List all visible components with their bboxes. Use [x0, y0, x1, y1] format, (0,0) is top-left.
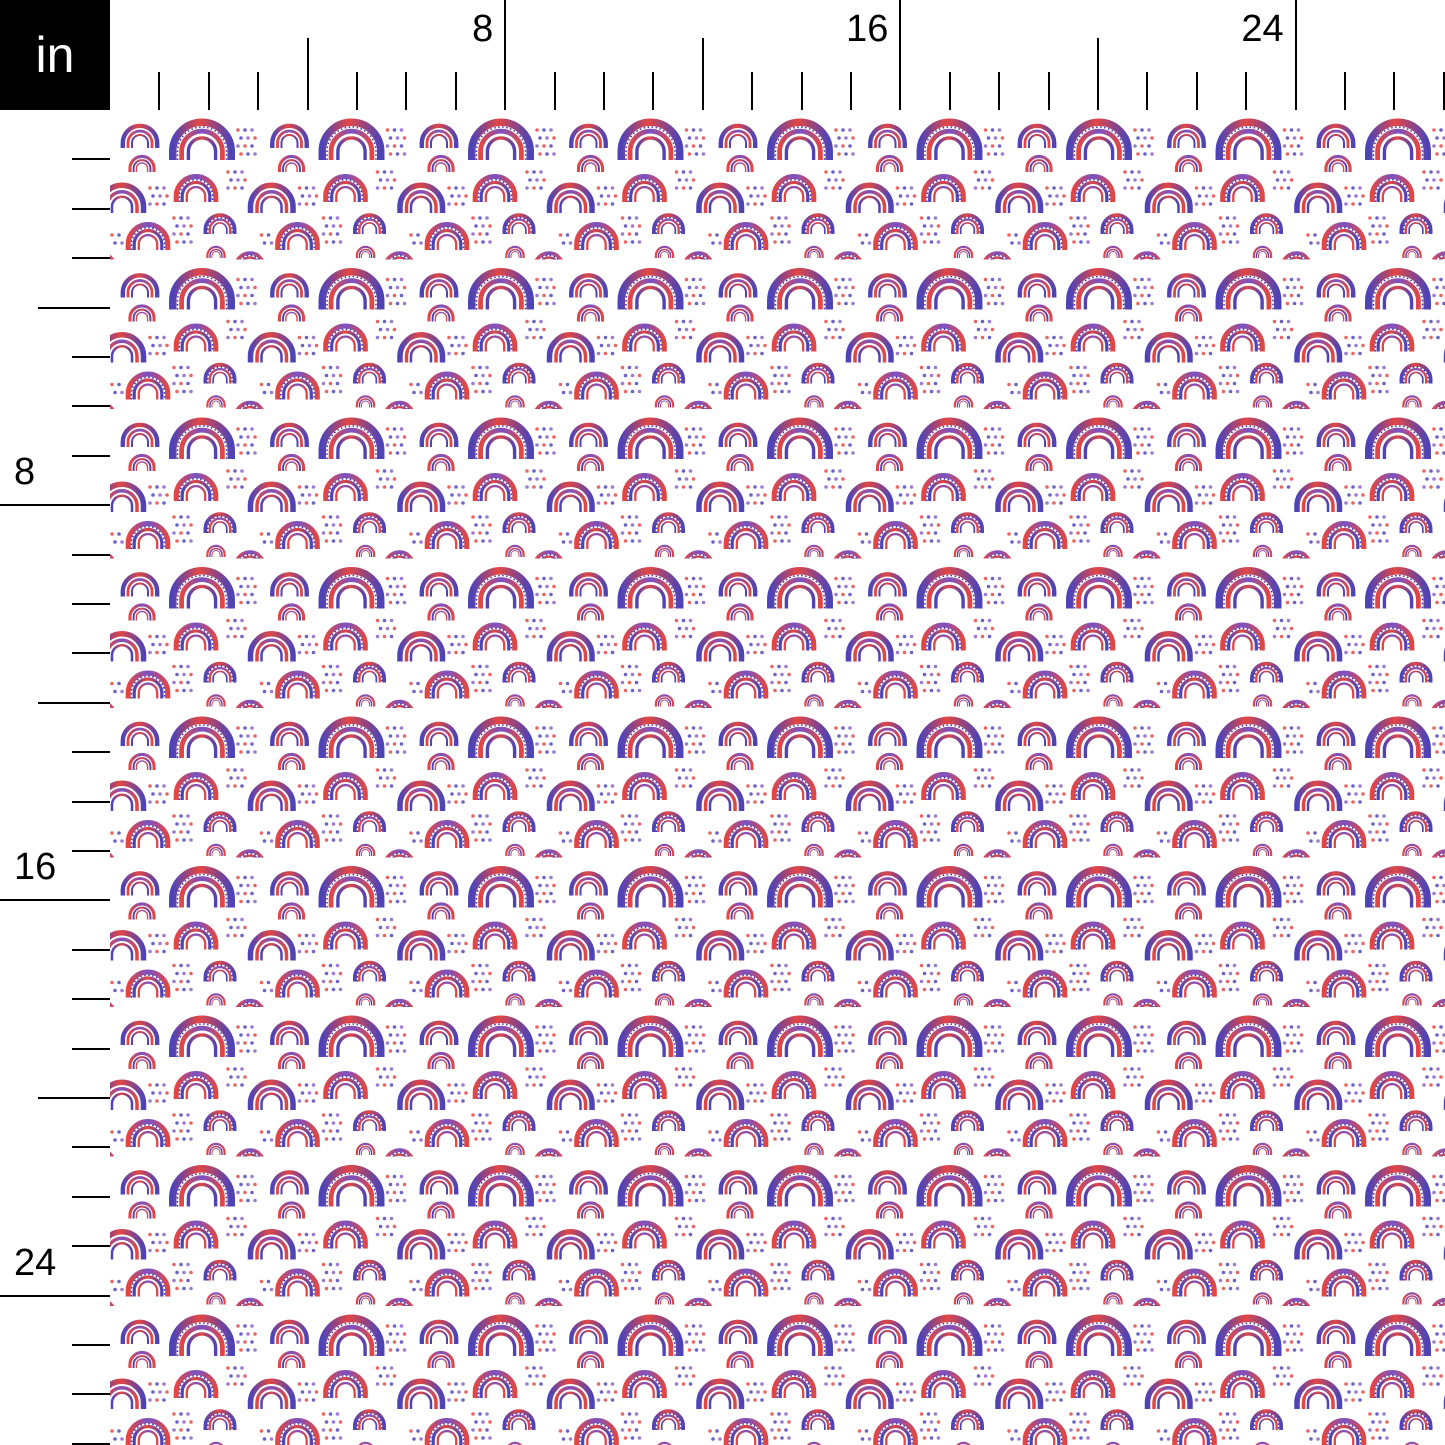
ruler-tick — [948, 72, 951, 110]
ruler-tick — [800, 72, 803, 110]
ruler-tick — [0, 504, 110, 507]
ruler-tick — [72, 207, 110, 210]
ruler-tick — [72, 800, 110, 803]
ruler-tick — [850, 72, 852, 110]
ruler-tick — [306, 38, 309, 110]
ruler-tick — [72, 158, 110, 161]
ruler-tick — [1097, 38, 1099, 110]
ruler-tick — [72, 603, 110, 605]
ruler-tick — [72, 1146, 110, 1149]
ruler-tick — [72, 405, 110, 408]
ruler-label: 8 — [472, 8, 494, 50]
ruler-tick — [1344, 72, 1346, 110]
ruler-label: 16 — [846, 8, 889, 50]
ruler-tick — [1442, 72, 1445, 110]
ruler-tick — [553, 72, 556, 110]
ruler-tick — [1195, 72, 1198, 110]
ruler-tick — [72, 1442, 110, 1445]
unit-label: in — [0, 0, 110, 110]
left-ruler: 8 16 24 — [0, 110, 110, 1445]
ruler-tick — [0, 899, 110, 902]
ruler-tick — [72, 553, 110, 556]
fabric-fill — [110, 110, 1445, 1445]
ruler-label: 24 — [1241, 8, 1284, 50]
top-ruler: 8 16 24 — [110, 0, 1445, 110]
ruler-tick — [998, 72, 1001, 110]
ruler-tick — [38, 701, 110, 704]
ruler-tick — [72, 652, 110, 655]
ruler-tick — [72, 948, 110, 951]
ruler-tick — [751, 72, 754, 110]
ruler-tick — [72, 998, 110, 1001]
ruler-tick — [72, 1195, 110, 1198]
ruler-tick — [72, 454, 110, 457]
ruler-tick — [72, 1047, 110, 1050]
ruler-tick — [72, 1393, 110, 1396]
ruler-label: 24 — [14, 1241, 57, 1284]
ruler-tick — [504, 0, 507, 110]
ruler-tick — [72, 1344, 110, 1346]
ruler-tick — [72, 356, 110, 358]
ruler-tick — [257, 72, 260, 110]
ruler-tick — [899, 0, 902, 110]
ruler-tick — [72, 1245, 110, 1248]
ruler-tick — [1047, 72, 1050, 110]
ruler-tick — [158, 72, 161, 110]
ruler-tick — [1146, 72, 1149, 110]
ruler-tick — [1245, 72, 1248, 110]
ruler-tick — [72, 850, 110, 852]
ruler-tick — [1294, 0, 1297, 110]
ruler-tick — [652, 72, 655, 110]
ruler-tick — [356, 72, 358, 110]
ruler-tick — [603, 72, 605, 110]
fabric-pattern — [110, 110, 1445, 1445]
ruler-label: 16 — [14, 846, 57, 889]
ruler-tick — [405, 72, 408, 110]
ruler-tick — [72, 257, 110, 260]
ruler-tick — [72, 751, 110, 754]
ruler-tick — [207, 72, 210, 110]
ruler-tick — [0, 1294, 110, 1297]
ruler-tick — [701, 38, 704, 110]
ruler-label: 8 — [14, 451, 36, 494]
ruler-tick — [1393, 72, 1396, 110]
ruler-tick — [454, 72, 457, 110]
ruler-tick — [38, 1097, 110, 1099]
ruler-tick — [38, 306, 110, 309]
